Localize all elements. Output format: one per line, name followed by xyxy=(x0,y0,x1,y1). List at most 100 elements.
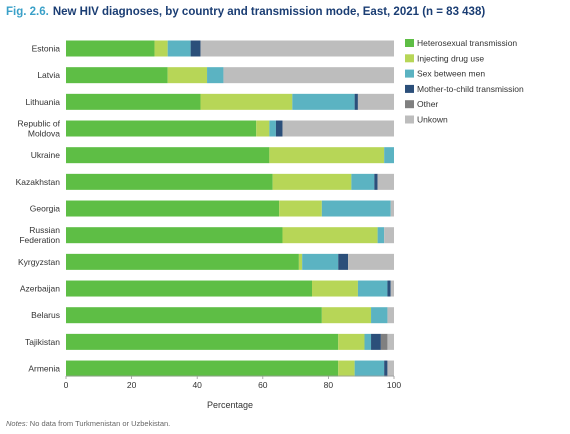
bar-segment-tajikistan-sex-between-men xyxy=(364,333,372,350)
bar-segment-kyrgyzstan-injecting-drug-use xyxy=(298,253,303,270)
x-axis-title: Percentage xyxy=(207,400,253,410)
bar-segment-republic-of-moldova-heterosexual-transmission xyxy=(66,120,257,137)
bar-segment-belarus-injecting-drug-use xyxy=(321,307,372,324)
category-label-ukraine: Ukraine xyxy=(31,150,61,160)
bar-segment-republic-of-moldova-sex-between-men xyxy=(269,120,276,137)
legend-label-injecting-drug-use: Injecting drug use xyxy=(417,53,484,63)
bar-segment-latvia-sex-between-men xyxy=(207,67,224,84)
bar-segment-ukraine-sex-between-men xyxy=(384,147,394,164)
legend-label-sex-between-men: Sex between men xyxy=(417,69,485,79)
legend: Heterosexual transmission Injecting drug … xyxy=(405,38,524,125)
bar-segment-republic-of-moldova-mother-to-child-transmission xyxy=(275,120,283,137)
bar-segment-armenia-sex-between-men xyxy=(354,360,385,377)
bar-segment-tajikistan-heterosexual-transmission xyxy=(66,333,339,350)
bar-segment-azerbaijan-mother-to-child-transmission xyxy=(387,280,391,297)
bar-segment-kyrgyzstan-unkown xyxy=(348,253,394,270)
bar-segment-kyrgyzstan-heterosexual-transmission xyxy=(66,253,299,270)
bar-segment-georgia-injecting-drug-use xyxy=(279,200,322,217)
x-tick-label: 100 xyxy=(387,380,401,390)
bar-segment-kyrgyzstan-sex-between-men xyxy=(302,253,339,270)
bar-segment-lithuania-unkown xyxy=(357,93,394,110)
x-tick-label: 20 xyxy=(127,380,137,390)
category-label-kyrgyzstan: Kyrgyzstan xyxy=(18,257,60,267)
category-labels: Estonia Latvia Lithuania Republic of Moldova… xyxy=(16,44,61,374)
bar-segment-kyrgyzstan-mother-to-child-transmission xyxy=(338,253,349,270)
legend-swatch-injecting-drug-use xyxy=(405,54,414,63)
bar-segment-belarus-heterosexual-transmission xyxy=(66,307,322,324)
bar-segment-azerbaijan-heterosexual-transmission xyxy=(66,280,312,297)
bar-segment-tajikistan-unkown xyxy=(387,333,394,350)
stacked-bar-chart: Estonia Latvia Lithuania Republic of Moldova… xyxy=(16,38,524,410)
bar-segment-georgia-heterosexual-transmission xyxy=(66,200,280,217)
category-label-lithuania: Lithuania xyxy=(25,97,60,107)
bar-segment-tajikistan-other xyxy=(380,333,388,350)
bars-layer xyxy=(66,40,394,377)
category-label-russian-federation: Russian Federation xyxy=(19,225,60,245)
category-label-azerbaijan: Azerbaijan xyxy=(20,284,60,294)
bar-segment-lithuania-sex-between-men xyxy=(292,93,355,110)
legend-swatch-sex-between-men xyxy=(405,69,414,78)
category-label-republic-of-moldova: Republic of Moldova xyxy=(17,119,60,139)
bar-segment-lithuania-mother-to-child-transmission xyxy=(354,93,358,110)
bar-segment-russian-federation-unkown xyxy=(384,227,394,244)
bar-segment-armenia-heterosexual-transmission xyxy=(66,360,339,377)
bar-segment-estonia-mother-to-child-transmission xyxy=(190,40,201,57)
category-label-estonia: Estonia xyxy=(32,44,61,54)
bar-segment-russian-federation-sex-between-men xyxy=(377,227,385,244)
x-tick-label: 40 xyxy=(192,380,202,390)
category-label-tajikistan: Tajikistan xyxy=(25,337,60,347)
figure-number: Fig. 2.6. xyxy=(6,6,49,18)
category-label-latvia: Latvia xyxy=(37,70,60,80)
x-tick-label: 0 xyxy=(64,380,69,390)
category-label-georgia: Georgia xyxy=(30,204,61,214)
legend-label-heterosexual-transmission: Heterosexual transmission xyxy=(417,38,517,48)
bar-segment-armenia-mother-to-child-transmission xyxy=(384,360,388,377)
bar-segment-azerbaijan-unkown xyxy=(390,280,394,297)
bar-segment-belarus-sex-between-men xyxy=(371,307,388,324)
bar-segment-tajikistan-mother-to-child-transmission xyxy=(371,333,381,350)
bar-segment-latvia-injecting-drug-use xyxy=(167,67,208,84)
bar-segment-republic-of-moldova-injecting-drug-use xyxy=(256,120,270,137)
category-label-armenia: Armenia xyxy=(28,364,60,374)
note-text: No data from Turkmenistan or Uzbekistan. xyxy=(29,419,171,428)
bar-segment-georgia-sex-between-men xyxy=(321,200,391,217)
legend-swatch-other xyxy=(405,100,414,109)
x-axis: 0 20 40 60 80 100 Percentage xyxy=(64,375,401,410)
bar-segment-latvia-unkown xyxy=(223,67,394,84)
bar-segment-latvia-heterosexual-transmission xyxy=(66,67,168,84)
bar-segment-kazakhstan-sex-between-men xyxy=(351,173,375,190)
x-tick-label: 80 xyxy=(324,380,334,390)
bar-segment-kazakhstan-unkown xyxy=(377,173,394,190)
bar-segment-estonia-sex-between-men xyxy=(167,40,191,57)
bar-segment-estonia-unkown xyxy=(200,40,394,57)
bar-segment-estonia-injecting-drug-use xyxy=(154,40,168,57)
legend-swatch-unkown xyxy=(405,115,414,124)
bar-segment-russian-federation-injecting-drug-use xyxy=(282,227,378,244)
bar-segment-azerbaijan-sex-between-men xyxy=(357,280,388,297)
category-label-kazakhstan: Kazakhstan xyxy=(16,177,61,187)
chart-title: Fig. 2.6. New HIV diagnoses, by country a… xyxy=(6,6,485,18)
bar-segment-kazakhstan-mother-to-child-transmission xyxy=(374,173,378,190)
category-label-belarus: Belarus xyxy=(31,310,60,320)
bar-segment-kazakhstan-injecting-drug-use xyxy=(272,173,352,190)
bar-segment-ukraine-injecting-drug-use xyxy=(269,147,385,164)
bar-segment-russian-federation-heterosexual-transmission xyxy=(66,227,283,244)
bar-segment-armenia-unkown xyxy=(387,360,394,377)
bar-segment-estonia-heterosexual-transmission xyxy=(66,40,155,57)
figure-title-text: New HIV diagnoses, by country and transm… xyxy=(52,6,486,18)
bar-segment-tajikistan-injecting-drug-use xyxy=(338,333,365,350)
legend-swatch-heterosexual-transmission xyxy=(405,39,414,47)
legend-label-unkown: Unkown xyxy=(417,115,448,125)
note-label: Notes: xyxy=(6,419,28,428)
bar-segment-lithuania-heterosexual-transmission xyxy=(66,93,201,110)
bar-segment-kazakhstan-heterosexual-transmission xyxy=(66,173,273,190)
bar-segment-lithuania-injecting-drug-use xyxy=(200,93,293,110)
bar-segment-georgia-unkown xyxy=(390,200,394,217)
bar-segment-ukraine-heterosexual-transmission xyxy=(66,147,270,164)
bar-segment-azerbaijan-injecting-drug-use xyxy=(312,280,358,297)
bar-segment-armenia-injecting-drug-use xyxy=(338,360,355,377)
legend-label-mother-to-child-transmission: Mother-to-child transmission xyxy=(417,84,524,94)
legend-label-other: Other xyxy=(417,99,438,109)
bar-segment-belarus-unkown xyxy=(387,307,394,324)
chart-note: Notes: No data from Turkmenistan or Uzbe… xyxy=(6,419,170,428)
